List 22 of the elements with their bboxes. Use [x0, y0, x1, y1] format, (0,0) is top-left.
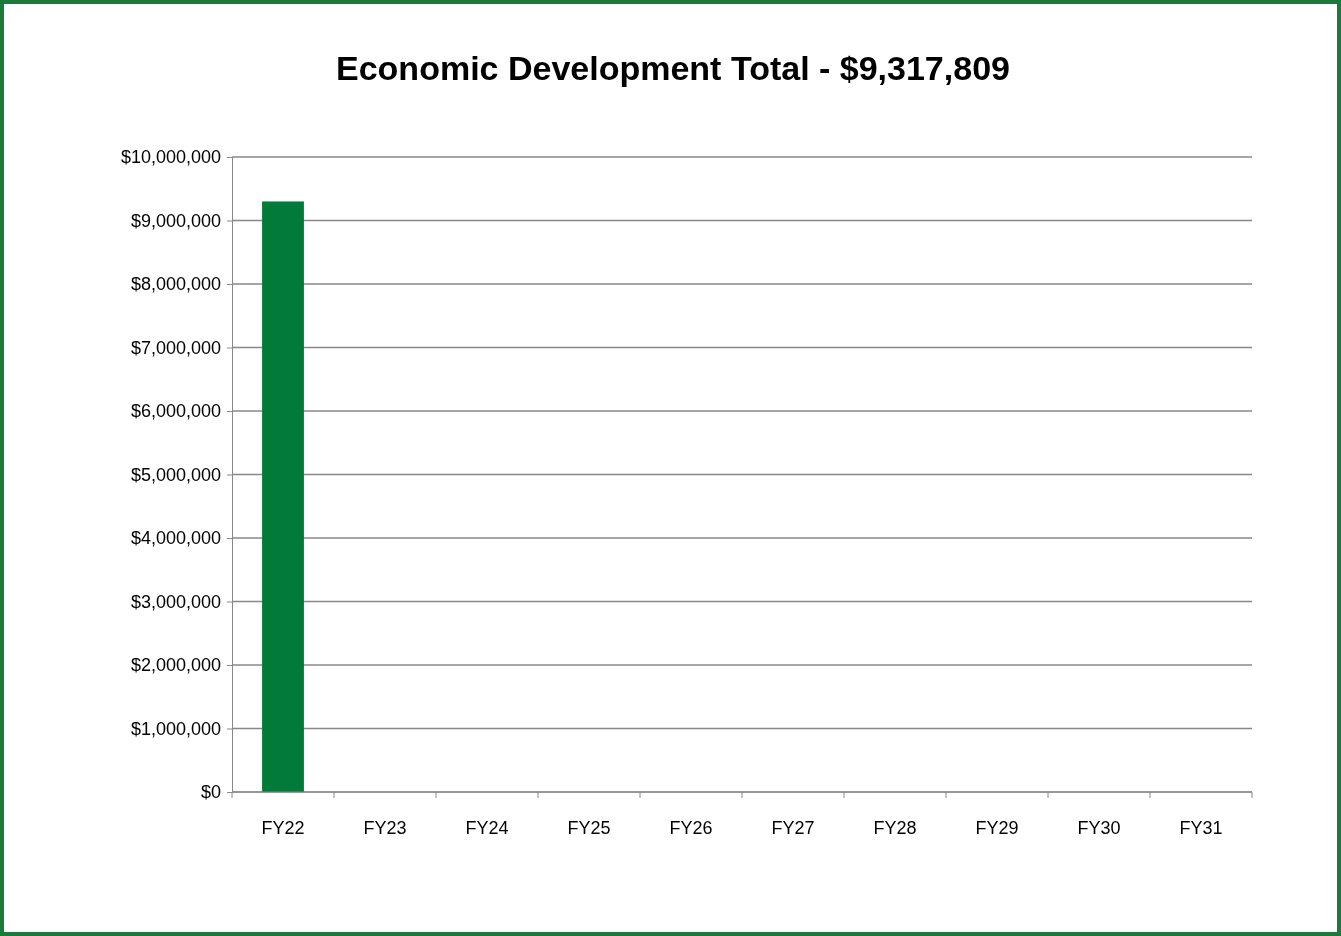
x-tick-label: FY28 — [873, 818, 917, 838]
y-tick-label: $10,000,000 — [120, 147, 221, 168]
y-tick-label: $0 — [200, 782, 221, 803]
x-tick-label: FY30 — [1077, 818, 1121, 838]
x-tick-label: FY26 — [669, 818, 713, 838]
chart-title: Economic Development Total - $9,317,809 — [336, 49, 1010, 87]
y-tick-label: $9,000,000 — [130, 210, 221, 231]
y-tick-label: $3,000,000 — [130, 591, 221, 612]
y-tick-label: $2,000,000 — [130, 655, 221, 676]
y-tick-label: $1,000,000 — [130, 718, 221, 739]
x-tick-label: FY23 — [363, 818, 407, 838]
x-tick-label: FY27 — [771, 818, 815, 838]
y-tick-label: $8,000,000 — [130, 274, 221, 295]
x-tick-label: FY22 — [261, 818, 305, 838]
y-tick-label: $4,000,000 — [130, 528, 221, 549]
x-tick-label: FY25 — [567, 818, 611, 838]
x-tick-label: FY31 — [1179, 818, 1223, 838]
y-tick-label: $6,000,000 — [130, 401, 221, 422]
y-tick-label: $5,000,000 — [130, 464, 221, 485]
x-tick-label: FY24 — [465, 818, 509, 838]
x-tick-label: FY29 — [975, 818, 1019, 838]
y-tick-label: $7,000,000 — [130, 337, 221, 358]
